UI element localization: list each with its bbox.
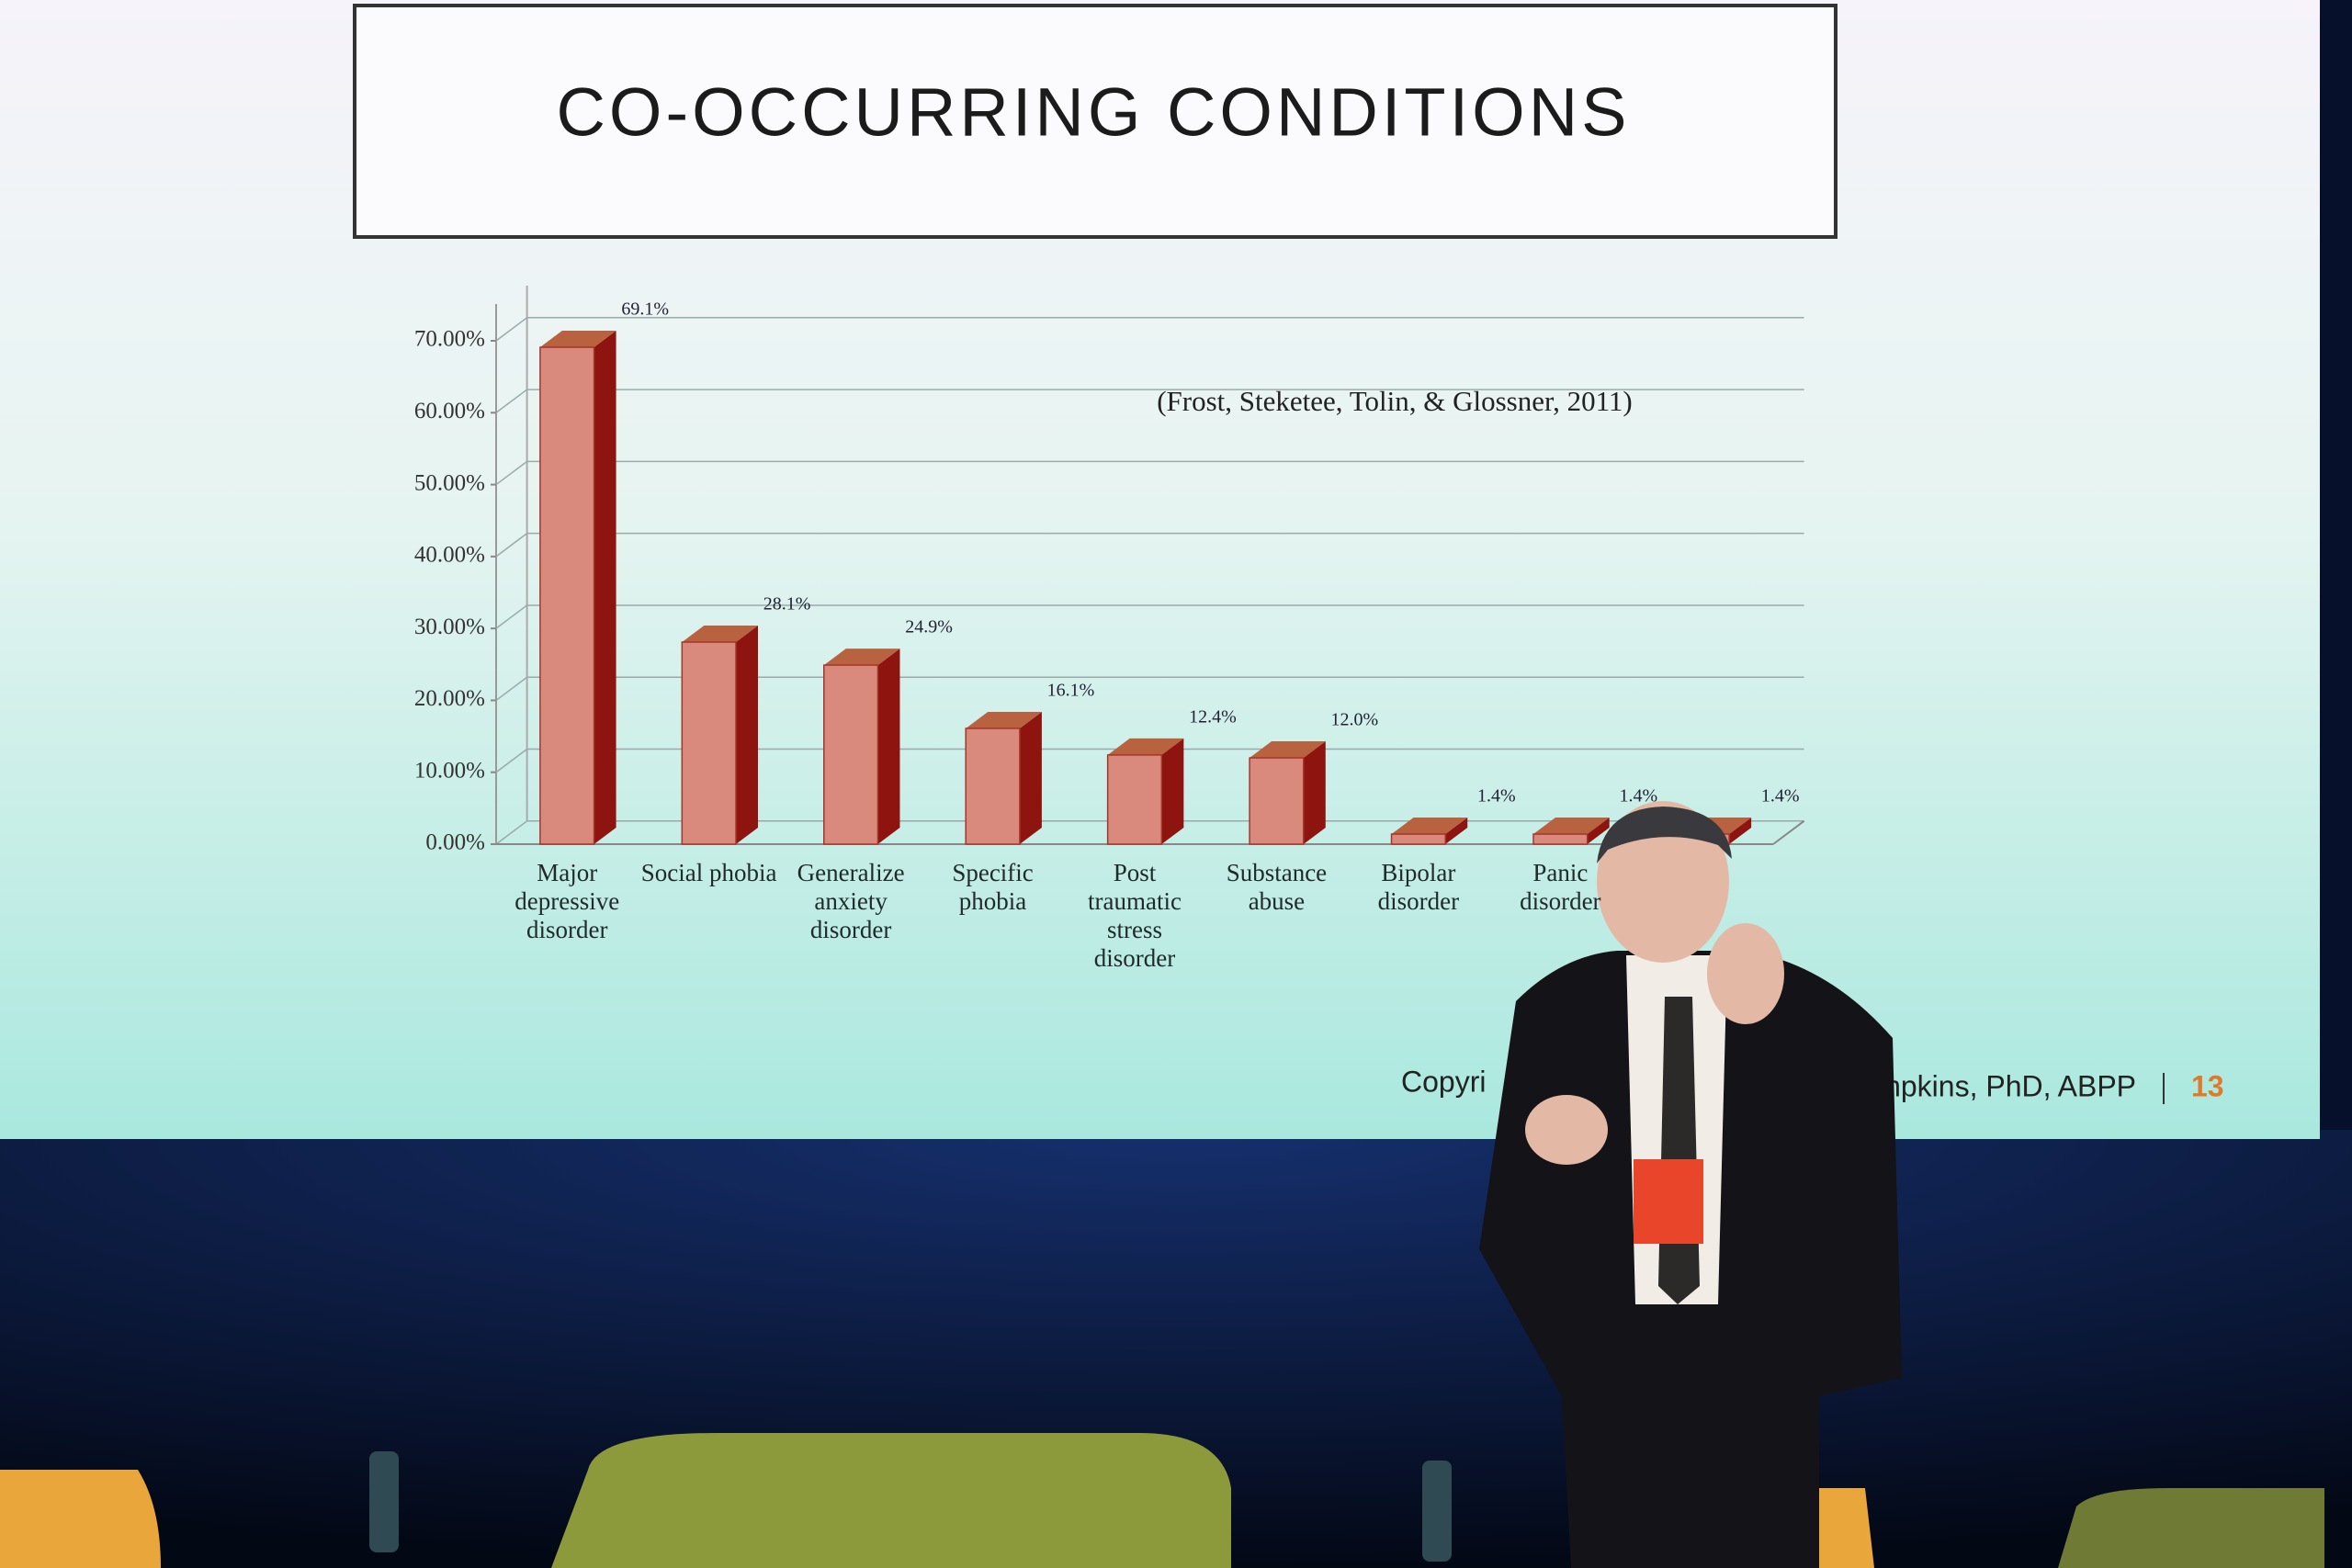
y-tick-label: 40.00% (414, 543, 485, 568)
footer-left: Copyri (1401, 1065, 1486, 1098)
value-label: 1.4% (1761, 786, 1800, 807)
speaker-hand (1707, 923, 1784, 1024)
speaker (1479, 801, 1902, 1568)
speaker-badge (1634, 1159, 1703, 1244)
slide-title: CO-OCCURRING CONDITIONS (556, 74, 1630, 151)
water-bottle (1422, 1461, 1452, 1562)
grid-line (495, 676, 528, 702)
y-tick-label: 50.00% (414, 470, 485, 495)
x-tick-label: Specific phobia (952, 859, 1034, 915)
speaker-hand (1525, 1095, 1608, 1165)
value-label: 1.4% (1619, 786, 1657, 807)
chair (2058, 1488, 2324, 1568)
bar (1532, 833, 1589, 845)
x-tick-label: Social phobia (640, 859, 777, 886)
y-tick-label: 70.00% (414, 327, 485, 352)
bar (681, 641, 737, 845)
bar-side (1445, 818, 1468, 844)
bar-side (594, 331, 616, 844)
bar-top (682, 626, 759, 643)
x-tick-label: Bipolar disorder (1377, 859, 1460, 915)
bar (539, 346, 595, 845)
grid-line (495, 533, 528, 558)
title-box (353, 4, 1838, 239)
bar-top (966, 711, 1042, 728)
x-tick-label: Substance abuse (1226, 859, 1328, 915)
bar-top (1391, 818, 1468, 835)
value-label: 1.4% (1477, 786, 1516, 807)
value-label: 24.9% (905, 617, 953, 637)
value-label: 12.4% (1189, 707, 1237, 728)
bar (965, 728, 1021, 845)
x-tick-label: Major depressive disorder (514, 859, 620, 943)
y-tick-label: 60.00% (414, 399, 485, 423)
grid-line (495, 748, 528, 773)
speaker-tie (1658, 997, 1700, 1304)
citation: (Frost, Steketee, Tolin, & Glossner, 201… (1157, 385, 1633, 417)
grid-line (495, 820, 528, 845)
bar-top (1250, 741, 1326, 759)
value-label: 28.1% (763, 594, 811, 615)
bar-side (1303, 741, 1326, 844)
value-label: 16.1% (1047, 681, 1095, 701)
value-label: 12.0% (1331, 710, 1379, 730)
y-tick-label: 20.00% (414, 686, 485, 711)
y-tick-label: 10.00% (414, 758, 485, 783)
bar-side (736, 626, 759, 844)
x-tick-label: Generalize anxiety disorder (797, 859, 905, 943)
water-bottle (369, 1451, 399, 1552)
bar-side (877, 649, 900, 844)
page-number: 13 (2191, 1069, 2224, 1102)
bar-top (1532, 818, 1610, 835)
bar-side (1729, 818, 1752, 844)
chair (0, 1470, 161, 1568)
grid-line (495, 317, 528, 342)
bar-top (823, 649, 900, 666)
y-tick-label: 30.00% (414, 615, 485, 639)
grid-line (495, 460, 528, 486)
bar-top (1107, 738, 1184, 755)
x-tick-label: Post traumatic stress disorder (1088, 859, 1182, 972)
x-tick-label: Panic disorder (1520, 859, 1601, 915)
chair (551, 1433, 1231, 1568)
axis-line (1772, 819, 1805, 845)
bar (1390, 833, 1446, 845)
bar-top (539, 331, 616, 348)
bar-side (1161, 738, 1184, 844)
bar (1249, 757, 1305, 845)
bar-side (1019, 711, 1042, 844)
bar (823, 664, 879, 845)
footer-right: mpkins, PhD, ABPP (1876, 1069, 2136, 1102)
bar-side (1587, 818, 1610, 844)
grid-line (495, 389, 528, 413)
grid-line (495, 604, 528, 629)
speaker-hair (1597, 807, 1732, 863)
value-label: 69.1% (621, 299, 669, 320)
bar (1106, 754, 1163, 845)
y-tick-label: 0.00% (425, 830, 485, 855)
chart: 0.00% 10.00% 20.00% 30.00% 40.00% 50.00% 60.00… (414, 286, 1805, 855)
